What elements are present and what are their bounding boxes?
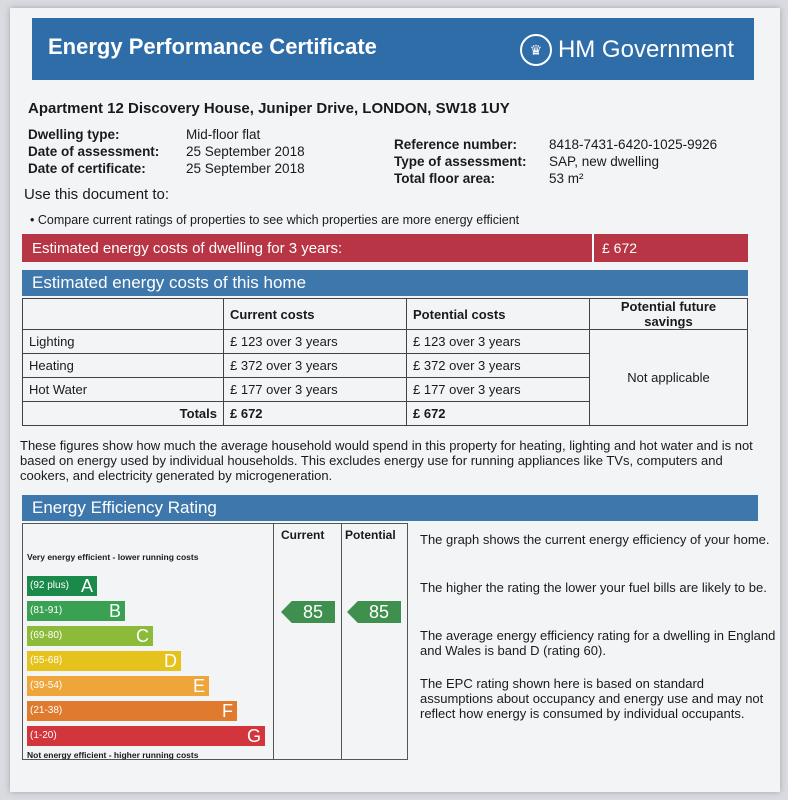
row-potential: £ 123 over 3 years bbox=[406, 329, 590, 354]
certificate-title: Energy Performance Certificate bbox=[48, 34, 377, 59]
floor-area-value: 53 m² bbox=[549, 171, 584, 186]
table-header-row: Current costs Potential costs Potential … bbox=[22, 298, 748, 330]
row-name: Lighting bbox=[22, 329, 224, 354]
details-left: Dwelling type: Mid-floor flat Date of ass… bbox=[28, 126, 305, 177]
rating-band-f: (21-38) F bbox=[27, 701, 237, 721]
column-potential-heading: Potential bbox=[345, 528, 396, 542]
row-potential: £ 372 over 3 years bbox=[406, 353, 590, 378]
chart-top-label: Very energy efficient - lower running co… bbox=[27, 552, 199, 562]
column-current-heading: Current bbox=[281, 528, 325, 542]
row-potential: £ 177 over 3 years bbox=[406, 377, 590, 402]
hm-government-logo: ♛ HM Government bbox=[519, 34, 734, 66]
band-letter: B bbox=[108, 601, 121, 621]
assessment-type-label: Type of assessment: bbox=[394, 154, 527, 169]
row-name: Heating bbox=[22, 353, 224, 378]
rating-band-e: (39-54) E bbox=[27, 676, 209, 696]
band-range: (69-80) bbox=[30, 630, 63, 641]
table-header-blank bbox=[22, 298, 224, 330]
details-right: Reference number: 8418-7431-6420-1025-992… bbox=[394, 136, 717, 187]
efficiency-rating-heading: Energy Efficiency Rating bbox=[22, 495, 758, 521]
rating-band-a: (92 plus) A bbox=[27, 576, 97, 596]
dwelling-type-label: Dwelling type: bbox=[28, 127, 120, 142]
explain-paragraph: The graph shows the current energy effic… bbox=[420, 532, 770, 547]
totals-current: £ 672 bbox=[223, 401, 407, 426]
efficiency-rating-chart: Very energy efficient - lower running co… bbox=[22, 523, 408, 760]
three-year-cost-value: £ 672 bbox=[592, 234, 748, 262]
table-row: Hot Water £ 177 over 3 years £ 177 over … bbox=[22, 377, 748, 402]
header-potential-costs: Potential costs bbox=[406, 298, 590, 330]
property-address: Apartment 12 Discovery House, Juniper Dr… bbox=[28, 100, 510, 117]
band-range: (39-54) bbox=[30, 680, 63, 691]
energy-costs-table: Current costs Potential costs Potential … bbox=[22, 298, 748, 426]
explain-paragraph: The EPC rating shown here is based on st… bbox=[420, 676, 764, 721]
band-range: (92 plus) bbox=[30, 580, 69, 591]
band-letter: F bbox=[222, 701, 233, 721]
table-row: Lighting £ 123 over 3 years £ 123 over 3… bbox=[22, 329, 748, 426]
government-name: HM Government bbox=[557, 36, 734, 63]
rating-band-d: (55-68) D bbox=[27, 651, 181, 671]
current-rating-arrow: 85 bbox=[281, 601, 335, 623]
totals-potential: £ 672 bbox=[406, 401, 590, 426]
certificate-date-label: Date of certificate: bbox=[28, 161, 146, 176]
use-document-title: Use this document to: bbox=[24, 186, 170, 203]
rating-band-b: (81-91) B bbox=[27, 601, 125, 621]
band-range: (55-68) bbox=[30, 655, 63, 666]
explain-paragraph: The average energy efficiency rating for… bbox=[420, 628, 776, 658]
totals-label: Totals bbox=[22, 401, 224, 426]
chart-bottom-label: Not energy efficient - higher running co… bbox=[27, 750, 199, 760]
energy-costs-heading: Estimated energy costs of this home bbox=[22, 270, 748, 296]
row-current: £ 372 over 3 years bbox=[223, 353, 407, 378]
use-document-item: Compare current ratings of properties to… bbox=[30, 213, 519, 227]
row-current: £ 123 over 3 years bbox=[223, 329, 407, 354]
certificate-date-value: 25 September 2018 bbox=[186, 161, 305, 176]
header-current-costs: Current costs bbox=[223, 298, 407, 330]
band-letter: D bbox=[164, 651, 177, 671]
assessment-date-value: 25 September 2018 bbox=[186, 144, 305, 159]
future-savings-value: Not applicable bbox=[589, 329, 748, 426]
three-year-cost-label: Estimated energy costs of dwelling for 3… bbox=[32, 240, 343, 257]
band-letter: A bbox=[80, 576, 93, 596]
potential-rating-arrow: 85 bbox=[347, 601, 401, 623]
band-range: (21-38) bbox=[30, 705, 63, 716]
header-future-savings: Potential future savings bbox=[589, 298, 748, 330]
dwelling-type-value: Mid-floor flat bbox=[186, 127, 261, 142]
band-letter: E bbox=[192, 676, 205, 696]
assessment-type-value: SAP, new dwelling bbox=[549, 154, 660, 169]
row-current: £ 177 over 3 years bbox=[223, 377, 407, 402]
reference-value: 8418-7431-6420-1025-9926 bbox=[549, 137, 718, 152]
reference-label: Reference number: bbox=[394, 137, 518, 152]
band-range: (1-20) bbox=[30, 730, 57, 741]
table-row: Heating £ 372 over 3 years £ 372 over 3 … bbox=[22, 353, 748, 378]
assessment-date-label: Date of assessment: bbox=[28, 144, 160, 159]
band-letter: G bbox=[246, 726, 261, 746]
column-divider bbox=[341, 524, 342, 759]
costs-note: These figures show how much the average … bbox=[20, 438, 753, 483]
three-year-cost-bar: Estimated energy costs of dwelling for 3… bbox=[22, 234, 748, 262]
rating-band-g: (1-20) G bbox=[27, 726, 265, 746]
totals-row: Totals £ 672 £ 672 bbox=[22, 401, 748, 426]
band-range: (81-91) bbox=[30, 605, 63, 616]
rating-band-c: (69-80) C bbox=[27, 626, 153, 646]
row-name: Hot Water bbox=[22, 377, 224, 402]
band-letter: C bbox=[136, 626, 149, 646]
column-divider bbox=[273, 524, 274, 759]
floor-area-label: Total floor area: bbox=[394, 171, 496, 186]
royal-crest-icon: ♛ bbox=[519, 34, 552, 66]
explain-paragraph: The higher the rating the lower your fue… bbox=[420, 580, 767, 595]
certificate-page: Energy Performance Certificate ♛ HM Gove… bbox=[10, 8, 780, 792]
certificate-header: Energy Performance Certificate ♛ HM Gove… bbox=[32, 18, 754, 80]
